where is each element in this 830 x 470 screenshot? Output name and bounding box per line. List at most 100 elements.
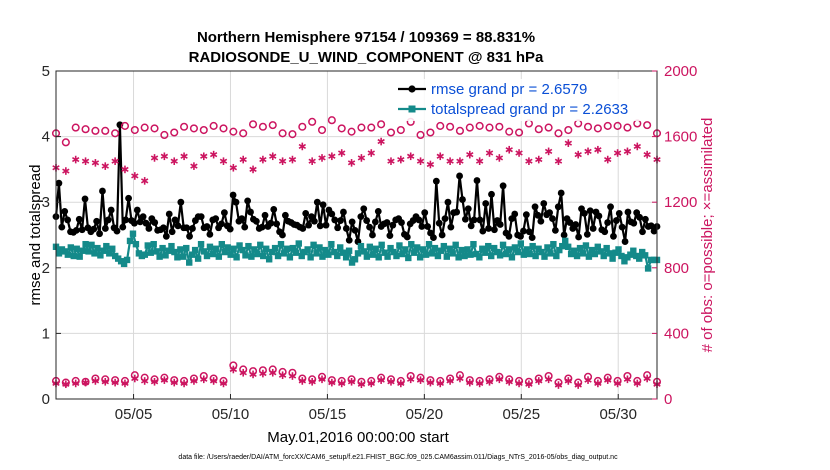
series-1 [52, 230, 661, 272]
left-axis-label: rmse and totalspread [27, 165, 44, 306]
point-assimilated [554, 157, 563, 165]
point-totalspread [73, 245, 80, 252]
point-totalspread [502, 250, 510, 258]
series-5 [52, 365, 661, 389]
asterisk-stroke [495, 155, 504, 161]
point-rmse [546, 209, 553, 217]
point-rmse [238, 215, 246, 223]
point-assimilated [328, 378, 336, 387]
point-rmse [479, 227, 487, 235]
point-assimilated [269, 368, 277, 377]
point-totalspread [431, 244, 439, 252]
asterisk-stroke [62, 168, 70, 174]
point-assimilated [613, 149, 622, 157]
point-rmse [575, 233, 583, 241]
asterisk-stroke [288, 156, 297, 163]
legend-marker-rmse [408, 85, 416, 93]
asterisk-stroke [91, 378, 100, 384]
point-rmse [72, 227, 80, 234]
point-assimilated [416, 157, 425, 165]
asterisk-stroke [249, 166, 257, 172]
point-rmse [90, 225, 98, 233]
asterisk-stroke [367, 150, 375, 156]
point-rmse [119, 223, 127, 231]
point-rmse [174, 222, 182, 230]
point-rmse [572, 221, 580, 228]
point-rmse [525, 228, 533, 236]
point-assimilated [495, 375, 504, 384]
asterisk-stroke [347, 160, 356, 166]
point-totalspread [556, 246, 563, 254]
point-rmse [183, 224, 191, 232]
x-tick-label: 05/15 [309, 406, 347, 423]
point-totalspread [298, 252, 305, 260]
point-rmse [511, 210, 519, 218]
point-possible [101, 126, 110, 135]
point-totalspread [227, 251, 234, 258]
point-totalspread [591, 250, 599, 258]
point-rmse [244, 197, 252, 205]
point-possible [613, 121, 622, 130]
point-rmse [160, 224, 167, 232]
point-totalspread [390, 248, 397, 256]
point-assimilated [623, 375, 632, 384]
point-possible [71, 123, 80, 132]
asterisk-stroke [288, 373, 297, 379]
asterisk-stroke [446, 158, 454, 164]
chart-title-line-2: RADIOSONDE_U_WIND_COMPONENT @ 831 hPa [189, 49, 544, 66]
point-rmse [464, 205, 472, 213]
point-assimilated [91, 159, 100, 167]
point-rmse [517, 232, 524, 240]
data-file-footnote: data file: /Users/raeder/DAI/ATM_forcXX/… [178, 454, 618, 461]
point-rmse [340, 208, 347, 216]
point-totalspread [82, 240, 89, 248]
legend: rmse grand pr = 2.6579 totalspread grand… [392, 79, 642, 121]
point-assimilated [160, 376, 169, 384]
point-assimilated [456, 157, 464, 165]
point-rmse [522, 211, 530, 219]
point-totalspread [505, 246, 513, 253]
point-rmse [551, 227, 559, 234]
asterisk-stroke [190, 378, 198, 384]
point-totalspread [559, 242, 566, 250]
series-line-0 [54, 123, 658, 243]
point-rmse [162, 232, 170, 240]
point-totalspread [476, 254, 483, 261]
point-totalspread [218, 240, 225, 248]
point-totalspread [499, 241, 507, 249]
point-totalspread [458, 246, 465, 254]
point-assimilated [357, 380, 366, 389]
point-rmse [560, 231, 568, 239]
point-rmse [383, 219, 391, 226]
point-totalspread [641, 252, 649, 259]
right-axis-label: # of obs: o=possible; ×=assimilated [699, 118, 716, 353]
point-assimilated [190, 162, 198, 170]
point-possible [160, 130, 169, 140]
series-0 [52, 121, 661, 245]
point-totalspread [168, 242, 175, 250]
asterisk-stroke [72, 380, 80, 387]
asterisk-stroke [554, 158, 563, 164]
point-assimilated [387, 377, 395, 386]
point-assimilated [308, 157, 316, 165]
point-possible [515, 128, 524, 137]
asterisk-stroke [613, 380, 622, 387]
point-assimilated [308, 377, 316, 386]
point-assimilated [495, 154, 504, 162]
point-assimilated [515, 149, 523, 157]
point-totalspread [334, 252, 341, 260]
point-assimilated [62, 380, 70, 389]
point-possible [180, 122, 189, 131]
point-possible [505, 127, 514, 136]
point-rmse [316, 222, 324, 230]
point-totalspread [538, 248, 545, 256]
point-rmse [374, 207, 382, 215]
point-totalspread [606, 250, 613, 257]
point-possible [120, 121, 130, 130]
point-totalspread [562, 237, 569, 245]
point-assimilated [505, 377, 513, 386]
point-assimilated [377, 137, 385, 146]
point-possible [298, 122, 307, 131]
point-assimilated [121, 165, 129, 174]
asterisk-stroke [377, 377, 385, 383]
